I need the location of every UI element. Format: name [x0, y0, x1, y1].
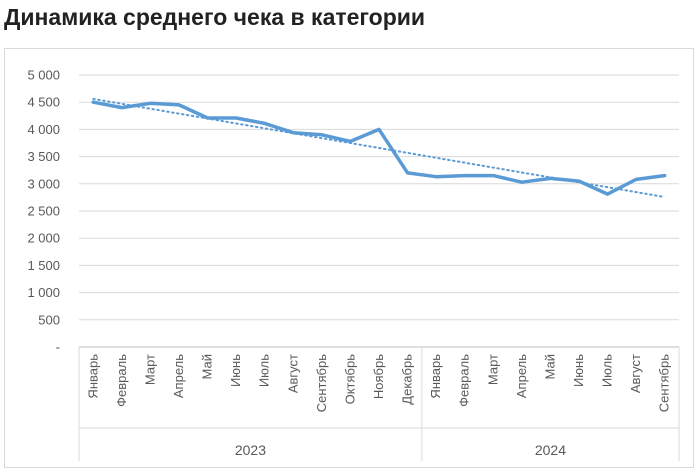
- y-tick-label: 5 000: [27, 68, 60, 83]
- x-tick-label: Март: [485, 354, 500, 385]
- y-tick-label: 3 500: [27, 149, 60, 164]
- y-tick-label: -: [56, 340, 60, 355]
- x-axis-ticks: Январь Февраль Март Апрель Май Июнь Июль Август…: [85, 354, 671, 412]
- x-tick-label: Июнь: [571, 354, 586, 387]
- series-layer: [91, 100, 667, 196]
- trendline-layer: [92, 97, 666, 199]
- x-tick-label: Январь: [85, 354, 100, 399]
- x-tick-label: Июль: [600, 354, 615, 387]
- y-tick-label: 500: [38, 312, 60, 327]
- y-tick-label: 1 500: [27, 258, 60, 273]
- x-tick-label: Декабрь: [400, 354, 415, 405]
- y-axis-ticks: - 500 1 000 1 500 2 000 2 500 3 000 3 500 4 000 4…: [27, 68, 60, 355]
- x-tick-label: Июль: [257, 354, 272, 387]
- series-line: [91, 100, 667, 196]
- x-tick-label: Июнь: [228, 354, 243, 387]
- trendline: [92, 97, 666, 199]
- axes: [78, 346, 680, 461]
- y-tick-label: 1 000: [27, 285, 60, 300]
- x-tick-label: Май: [542, 354, 557, 379]
- x-tick-label: Август: [285, 354, 300, 393]
- x-tick-label: Февраль: [457, 354, 472, 407]
- gridlines: [79, 74, 679, 321]
- y-tick-label: 2 500: [27, 204, 60, 219]
- y-tick-label: 2 000: [27, 231, 60, 246]
- x-tick-label: Март: [142, 354, 157, 385]
- x-tick-label: Сентябрь: [314, 354, 329, 412]
- x-tick-label: Апрель: [171, 354, 186, 398]
- chart-frame: [4, 48, 694, 468]
- year-group-label: 2023: [235, 442, 266, 458]
- x-tick-label: Февраль: [114, 354, 129, 407]
- y-tick-label: 4 000: [27, 122, 60, 137]
- x-tick-label: Август: [628, 354, 643, 393]
- year-groups: 2023 2024: [235, 347, 566, 461]
- x-tick-label: Ноябрь: [371, 354, 386, 399]
- x-tick-label: Май: [200, 354, 215, 379]
- year-group-label: 2024: [535, 442, 566, 458]
- x-tick-label: Октябрь: [342, 354, 357, 405]
- x-tick-label: Сентябрь: [657, 354, 672, 412]
- y-tick-label: 4 500: [27, 95, 60, 110]
- x-tick-label: Январь: [428, 354, 443, 399]
- x-tick-label: Апрель: [514, 354, 529, 398]
- y-tick-label: 3 000: [27, 176, 60, 191]
- chart-title: Динамика среднего чека в категории: [4, 4, 426, 30]
